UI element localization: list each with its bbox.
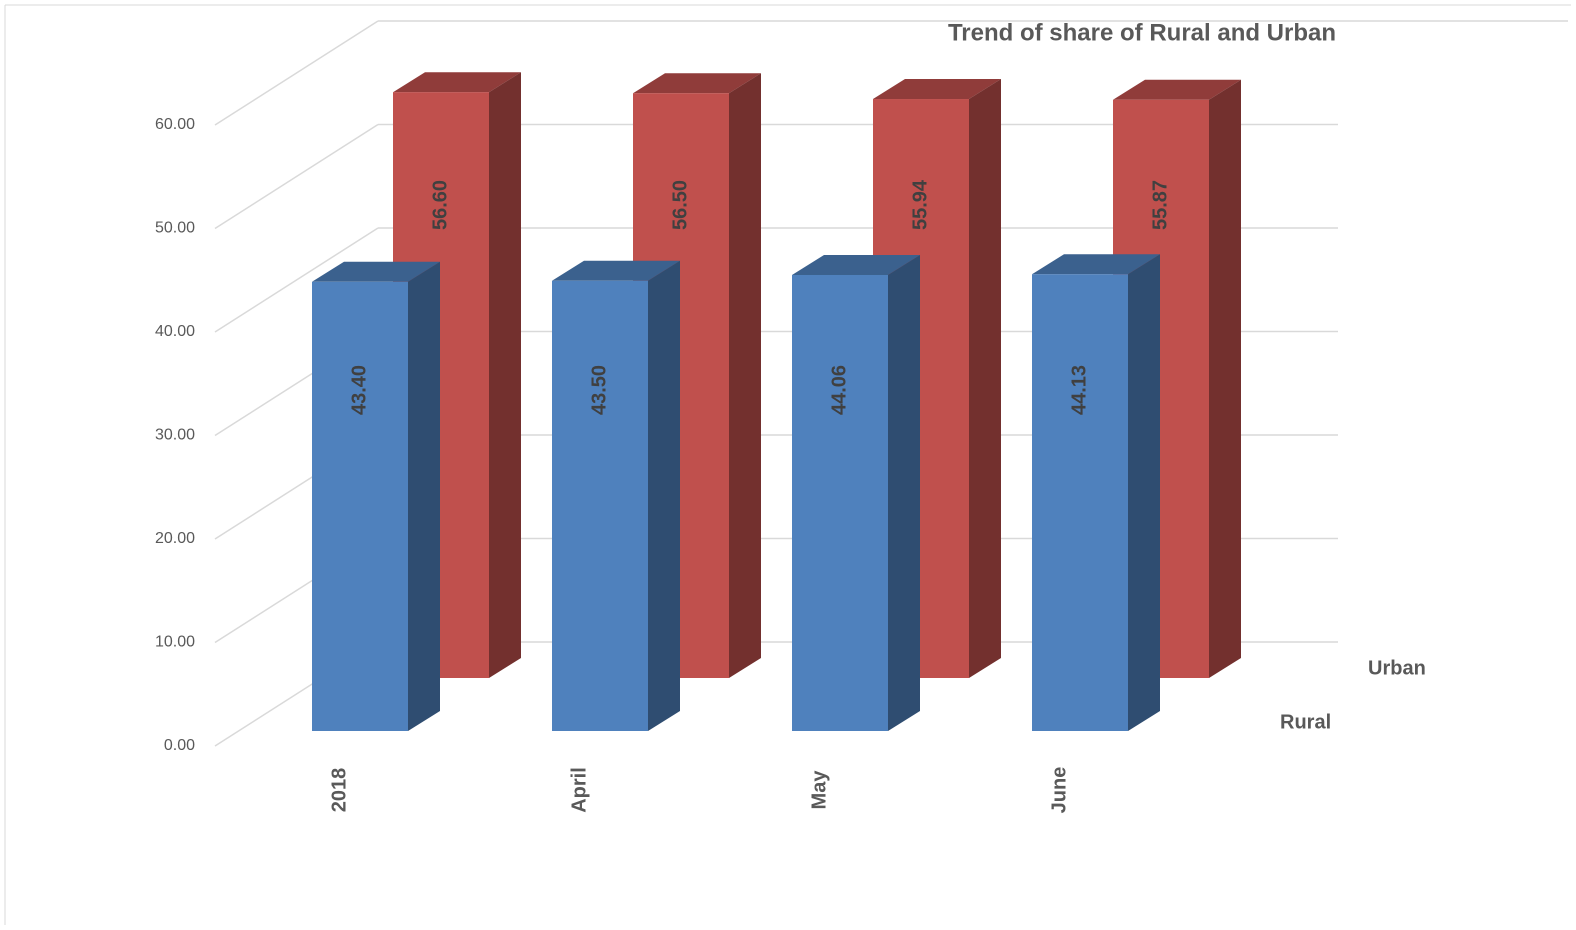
bar-side [1209,79,1241,679]
y-tick-label: 20.00 [155,530,195,547]
y-tick-label: 10.00 [155,634,195,651]
x-tick-label: April [568,767,590,813]
y-tick-label: 30.00 [155,427,195,444]
x-tick-label: June [1048,767,1070,814]
bar [1032,274,1128,731]
bar-top [873,79,1001,100]
series-label: Rural [1280,711,1331,733]
value-label: 56.50 [669,180,691,230]
bar-side [408,261,440,731]
bar-side [969,79,1001,679]
value-label: 44.06 [828,365,850,415]
y-tick-label: 0.00 [164,737,195,754]
value-label: 43.50 [588,365,610,415]
bar-side [648,260,680,731]
bar-top [792,254,920,275]
bar [792,274,888,731]
bar-side [489,72,521,678]
x-tick-label: 2018 [328,768,350,813]
y-tick-label: 50.00 [155,220,195,237]
side-grid-line [214,227,379,333]
bar-side [1128,254,1160,731]
value-label: 55.87 [1149,180,1171,230]
value-label: 56.60 [429,180,451,230]
y-tick-label: 40.00 [155,323,195,340]
bar [312,281,408,731]
x-tick-label: May [808,770,830,810]
value-label: 43.40 [348,365,370,415]
side-grid-line [214,20,379,126]
value-label: 55.94 [909,179,931,230]
bar-top [393,72,521,93]
bar-top [552,260,680,281]
bar-top [1032,254,1160,275]
bar-side [729,73,761,679]
bar-top [312,261,440,282]
bar-top [633,73,761,94]
bar [552,280,648,731]
side-grid-line [214,123,379,230]
value-label: 44.13 [1068,365,1090,415]
y-tick-label: 60.00 [155,116,195,133]
series-label: Urban [1368,657,1426,679]
chart-title: Trend of share of Rural and Urban [948,19,1336,46]
bar-top [1113,79,1241,100]
bar-side [888,254,920,731]
